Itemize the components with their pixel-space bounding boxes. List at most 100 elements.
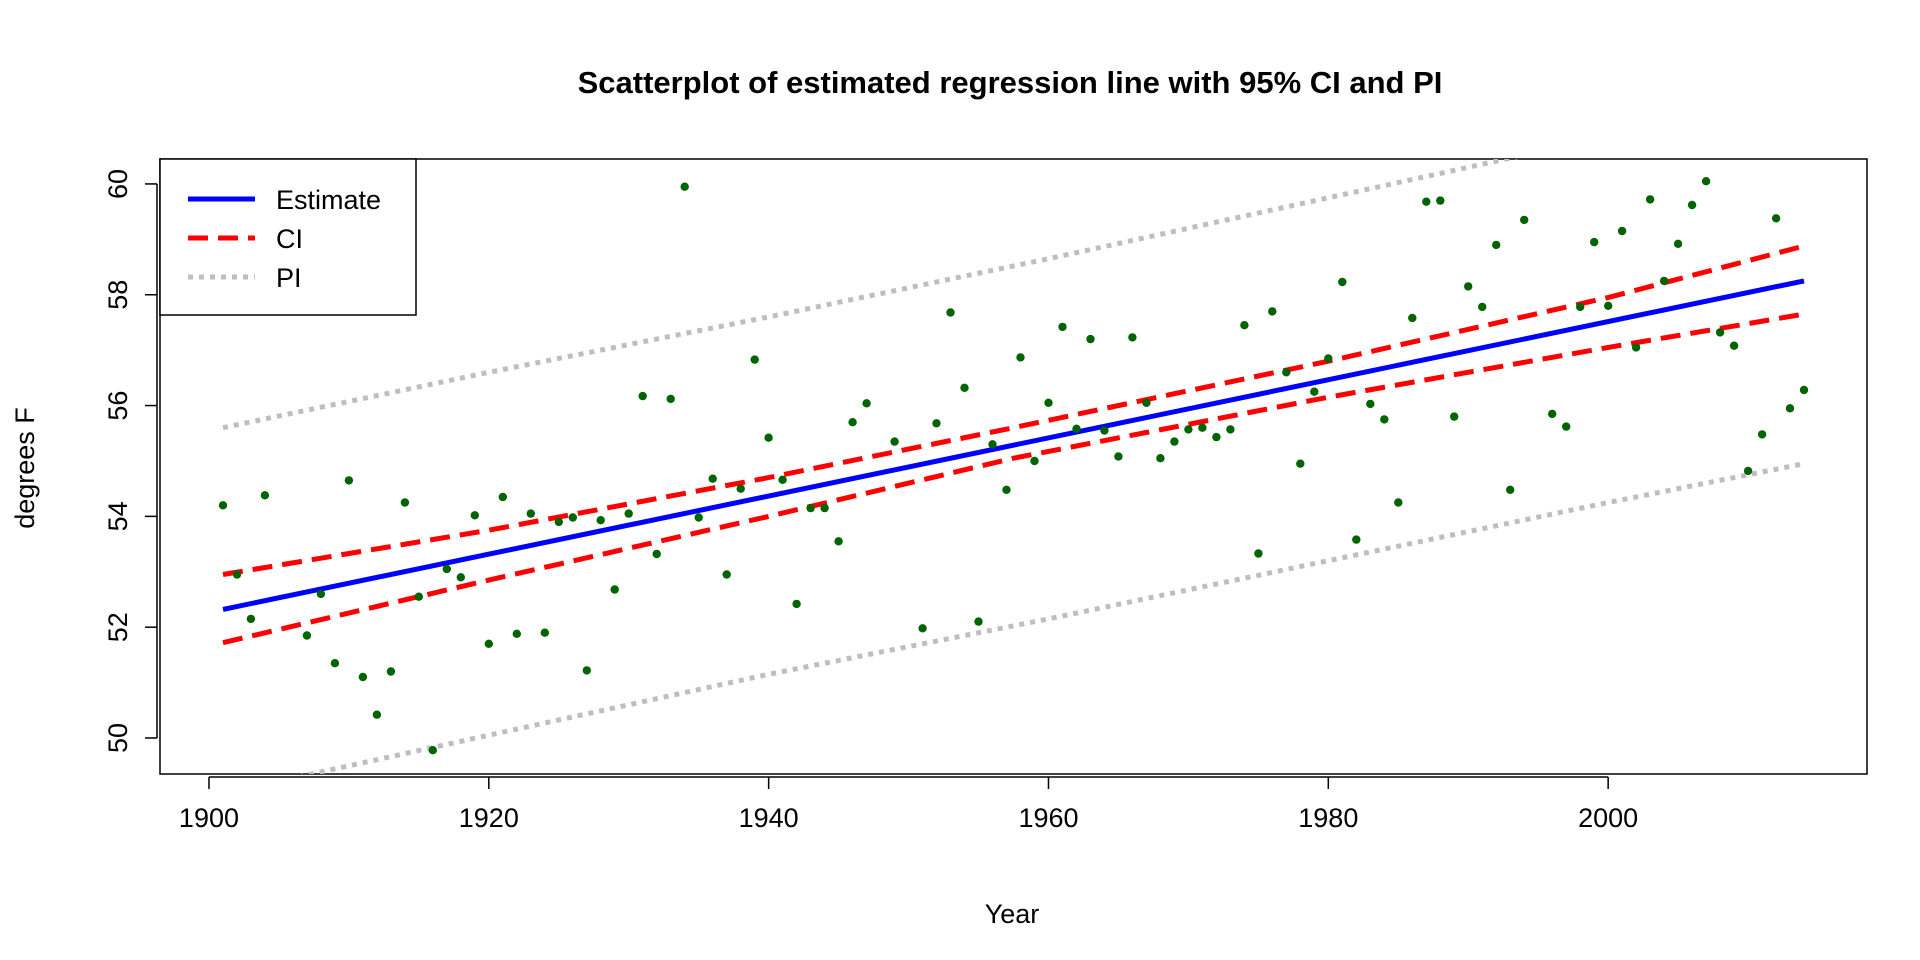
data-point xyxy=(666,394,675,404)
data-point xyxy=(372,710,382,719)
x-tick-label: 1940 xyxy=(739,803,799,833)
data-point xyxy=(1296,459,1305,468)
data-point xyxy=(526,509,535,518)
data-point xyxy=(456,573,465,582)
data-point xyxy=(932,419,941,428)
data-point xyxy=(1212,432,1221,442)
data-point xyxy=(1100,426,1109,435)
data-point xyxy=(1002,485,1011,494)
data-point xyxy=(1659,276,1669,286)
data-point xyxy=(1058,322,1067,332)
series-pi-lower-line xyxy=(299,461,1805,774)
data-point xyxy=(470,511,479,520)
y-axis-label: degrees F xyxy=(10,407,40,529)
legend-ci-label: CI xyxy=(276,224,303,254)
data-point xyxy=(1352,535,1361,544)
data-point xyxy=(1380,415,1389,424)
data-point xyxy=(1478,302,1487,312)
x-tick-label: 1960 xyxy=(1018,803,1078,833)
data-point xyxy=(1562,422,1571,431)
data-point xyxy=(918,624,927,633)
data-point xyxy=(1757,430,1767,439)
chart-title: Scatterplot of estimated regression line… xyxy=(578,65,1443,100)
y-tick-label: 52 xyxy=(103,612,133,642)
plot-frame xyxy=(159,158,1868,775)
data-point xyxy=(1338,277,1347,287)
data-point xyxy=(1436,196,1445,205)
y-tick-label: 56 xyxy=(103,391,133,421)
data-point xyxy=(582,666,591,675)
data-point xyxy=(400,498,410,507)
legend-estimate-label: Estimate xyxy=(276,185,381,215)
data-point xyxy=(568,513,577,522)
data-point xyxy=(1268,307,1277,316)
data-point xyxy=(1184,425,1193,434)
data-point xyxy=(1408,313,1417,323)
data-point xyxy=(414,592,423,601)
data-point xyxy=(764,433,773,442)
data-point xyxy=(1743,466,1753,476)
data-point xyxy=(1701,177,1711,186)
data-point xyxy=(428,746,437,755)
series-ci-lower-line xyxy=(222,311,1805,646)
x-tick-label: 1980 xyxy=(1298,803,1358,833)
data-point xyxy=(1240,321,1249,330)
data-point xyxy=(1114,452,1123,461)
data-point xyxy=(1282,368,1291,377)
data-point xyxy=(1128,333,1137,342)
data-point xyxy=(1506,485,1515,494)
data-point xyxy=(1226,425,1235,434)
data-point xyxy=(442,564,451,574)
data-point xyxy=(1072,424,1081,433)
x-axis-label: Year xyxy=(985,899,1040,929)
data-point xyxy=(512,629,521,638)
data-point xyxy=(498,492,507,502)
data-point xyxy=(1631,343,1641,352)
data-point xyxy=(540,628,549,637)
data-point xyxy=(960,383,969,392)
data-point xyxy=(652,549,661,559)
data-point xyxy=(358,672,368,682)
x-tick-label: 1900 xyxy=(179,803,239,833)
data-point xyxy=(1086,334,1095,344)
y-tick-label: 54 xyxy=(103,501,133,531)
data-point xyxy=(386,667,396,676)
y-tick-label: 58 xyxy=(103,280,133,310)
data-point xyxy=(1617,226,1627,236)
data-point xyxy=(1548,409,1557,419)
data-point xyxy=(1450,412,1459,421)
data-point xyxy=(1673,239,1683,248)
data-point xyxy=(680,182,689,191)
data-point xyxy=(554,517,563,527)
data-point xyxy=(1142,398,1151,407)
data-point xyxy=(1687,200,1697,210)
data-point xyxy=(1310,387,1319,396)
data-point xyxy=(834,537,843,546)
data-point xyxy=(344,476,354,485)
data-point xyxy=(330,659,340,668)
series-pi-upper-line xyxy=(222,159,1519,431)
data-point xyxy=(848,418,857,427)
data-point xyxy=(778,475,787,484)
data-point xyxy=(1030,456,1039,466)
data-point xyxy=(1156,454,1165,463)
data-point xyxy=(736,484,745,493)
data-point xyxy=(302,631,312,640)
data-point xyxy=(1715,328,1725,337)
data-point xyxy=(260,491,270,500)
data-point xyxy=(1785,404,1795,413)
legend-pi-label: PI xyxy=(276,263,302,293)
data-point xyxy=(1254,549,1263,558)
data-point xyxy=(484,639,493,648)
series-estimate-line xyxy=(222,278,1805,612)
data-point xyxy=(1604,301,1613,310)
data-point xyxy=(988,440,997,449)
data-point xyxy=(1645,195,1655,204)
data-point xyxy=(624,509,633,518)
data-point xyxy=(1016,353,1025,362)
data-point xyxy=(1464,282,1473,291)
data-point xyxy=(316,589,326,599)
data-point xyxy=(1492,240,1501,250)
data-point xyxy=(722,570,731,579)
